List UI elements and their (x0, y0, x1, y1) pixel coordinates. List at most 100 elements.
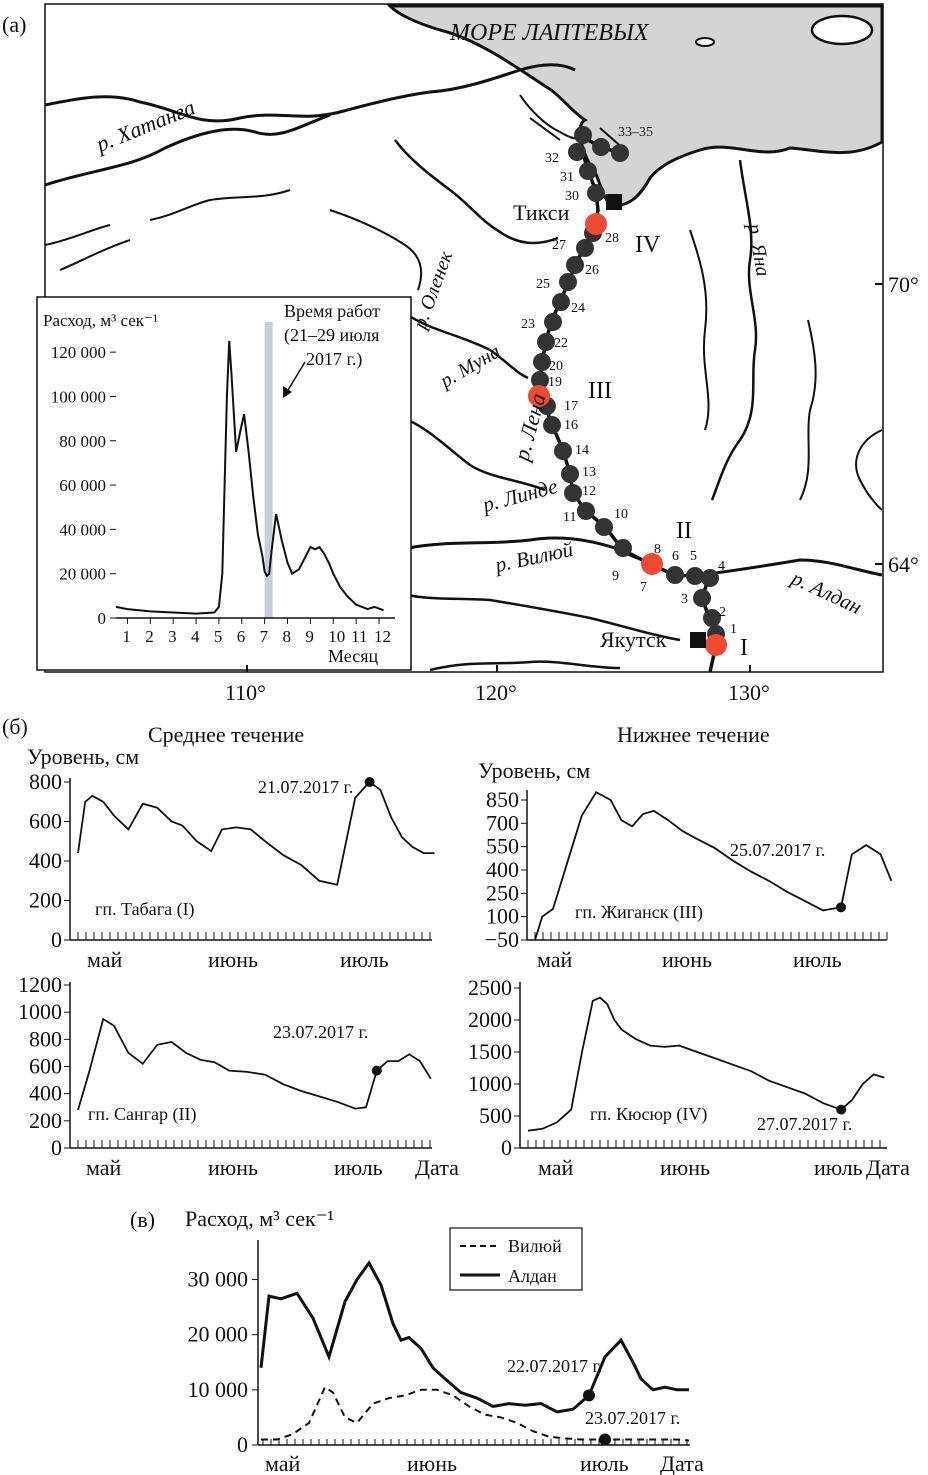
y-tick-label: 0 (501, 1135, 512, 1160)
date-annotation: 21.07.2017 г. (258, 777, 353, 797)
month-label: май (537, 947, 573, 972)
y-tick-label: 120 000 (51, 343, 106, 362)
station-point (559, 273, 577, 291)
station-point (544, 313, 562, 331)
month-label: июнь (407, 1451, 457, 1475)
station-label: 33–35 (618, 125, 653, 140)
marker-point (836, 1104, 847, 1115)
y-tick-label: 1500 (468, 1039, 512, 1064)
station-point (595, 518, 613, 536)
series-line-vilyuy (261, 1385, 690, 1442)
station-point (587, 184, 605, 202)
section-label: III (588, 378, 612, 404)
station-label: 4 (718, 559, 725, 574)
month-label: Дата (660, 1451, 704, 1475)
station-point (552, 293, 570, 311)
month-label: июль (580, 1451, 629, 1475)
y-tick-label: 400 (29, 1081, 62, 1106)
annotation-line: Время работ (284, 301, 380, 321)
series-line-aldan (259, 1260, 689, 1414)
marker-point (836, 902, 846, 913)
section-marker (641, 553, 663, 575)
river-yana (710, 159, 758, 501)
island (695, 37, 715, 47)
y-tick-label: 10 000 (188, 1377, 249, 1402)
station-label: 9 (612, 569, 619, 584)
y-tick-label: 40 000 (59, 520, 106, 539)
x-tick-label: 5 (214, 627, 223, 646)
month-label: май (265, 1451, 301, 1475)
station-point (576, 239, 594, 257)
station-point (686, 567, 704, 585)
month-label: май (87, 947, 123, 972)
station-label: 26 (585, 263, 599, 278)
x-tick-label: 7 (260, 627, 269, 646)
y-tick-label: 400 (486, 857, 519, 882)
y-tick-label: 2500 (468, 975, 512, 1000)
marker-point (599, 1433, 611, 1446)
station-label: гп. Табага (I) (95, 899, 195, 920)
month-label: июль (793, 947, 842, 972)
panel-title: Нижнее течение (617, 722, 770, 747)
y-tick-label: 700 (486, 810, 519, 835)
city-label-yakutsk: Якутск (600, 627, 667, 652)
y-tick-label: 100 000 (51, 387, 106, 406)
legend-label: Алдан (508, 1266, 557, 1286)
lat-label: 70° (888, 272, 919, 297)
station-point (577, 502, 595, 520)
x-tick-label: 9 (305, 627, 314, 646)
x-axis-label: Месяц (328, 646, 378, 666)
station-label: 30 (565, 189, 579, 204)
marker-point (364, 777, 375, 787)
x-tick-label: 1 (122, 627, 130, 646)
station-label: 6 (672, 549, 679, 564)
y-tick-label: 800 (29, 769, 62, 794)
sea-label: МОРЕ ЛАПТЕВЫХ (449, 20, 650, 46)
station-label: 27 (552, 238, 566, 253)
y-tick-label: 80 000 (59, 432, 106, 451)
y-tick-label: 800 (29, 1026, 62, 1051)
station-point (531, 371, 549, 389)
month-label: июнь (208, 947, 258, 972)
y-tick-label: −50 (485, 927, 519, 952)
river-linde (407, 418, 546, 492)
river-muna (407, 313, 529, 380)
island (810, 14, 874, 46)
station-label: 19 (548, 375, 562, 390)
legend (449, 1227, 583, 1291)
y-tick-label: 0 (98, 609, 107, 628)
chart-tabaga: 0 200 400 600 800 май июнь июль Среднее течение У… (27, 722, 435, 972)
river-khatanga (44, 113, 331, 187)
y-tick-label: 100 (486, 904, 519, 929)
station-point (574, 126, 592, 144)
y-tick-label: 600 (29, 1054, 62, 1079)
station-point (537, 333, 555, 351)
station-label: 14 (575, 443, 589, 458)
y-tick-label: 600 (29, 809, 62, 834)
station-point (614, 539, 632, 557)
station-point (666, 566, 684, 584)
panel-title: Среднее течение (148, 722, 304, 747)
chart-kyusyur: 0 500 1000 1500 2000 2500 май июнь июль Дата 27.07… (468, 975, 910, 1180)
river-olenek (394, 139, 559, 245)
station-label: 28 (605, 231, 619, 246)
section-label: IV (635, 232, 661, 258)
lon-label: 120° (475, 680, 517, 705)
y-tick-label: 0 (51, 927, 62, 952)
month-label: июль (334, 1155, 383, 1180)
section-marker (705, 634, 727, 656)
date-annotation: 23.07.2017 г. (273, 1022, 368, 1042)
y-tick-label: 1000 (18, 999, 62, 1024)
city-marker-yakutsk (690, 632, 706, 648)
y-axis-label: Расход, м³ сек⁻¹ (43, 311, 158, 330)
station-point (579, 162, 597, 180)
station-label: гп. Кюсюр (IV) (590, 1104, 707, 1125)
marker-point (583, 1389, 595, 1402)
station-label: 17 (564, 399, 578, 414)
station-point (554, 442, 572, 460)
station-label: гп. Сангар (II) (88, 1104, 197, 1125)
y-tick-label: 250 (486, 880, 519, 905)
